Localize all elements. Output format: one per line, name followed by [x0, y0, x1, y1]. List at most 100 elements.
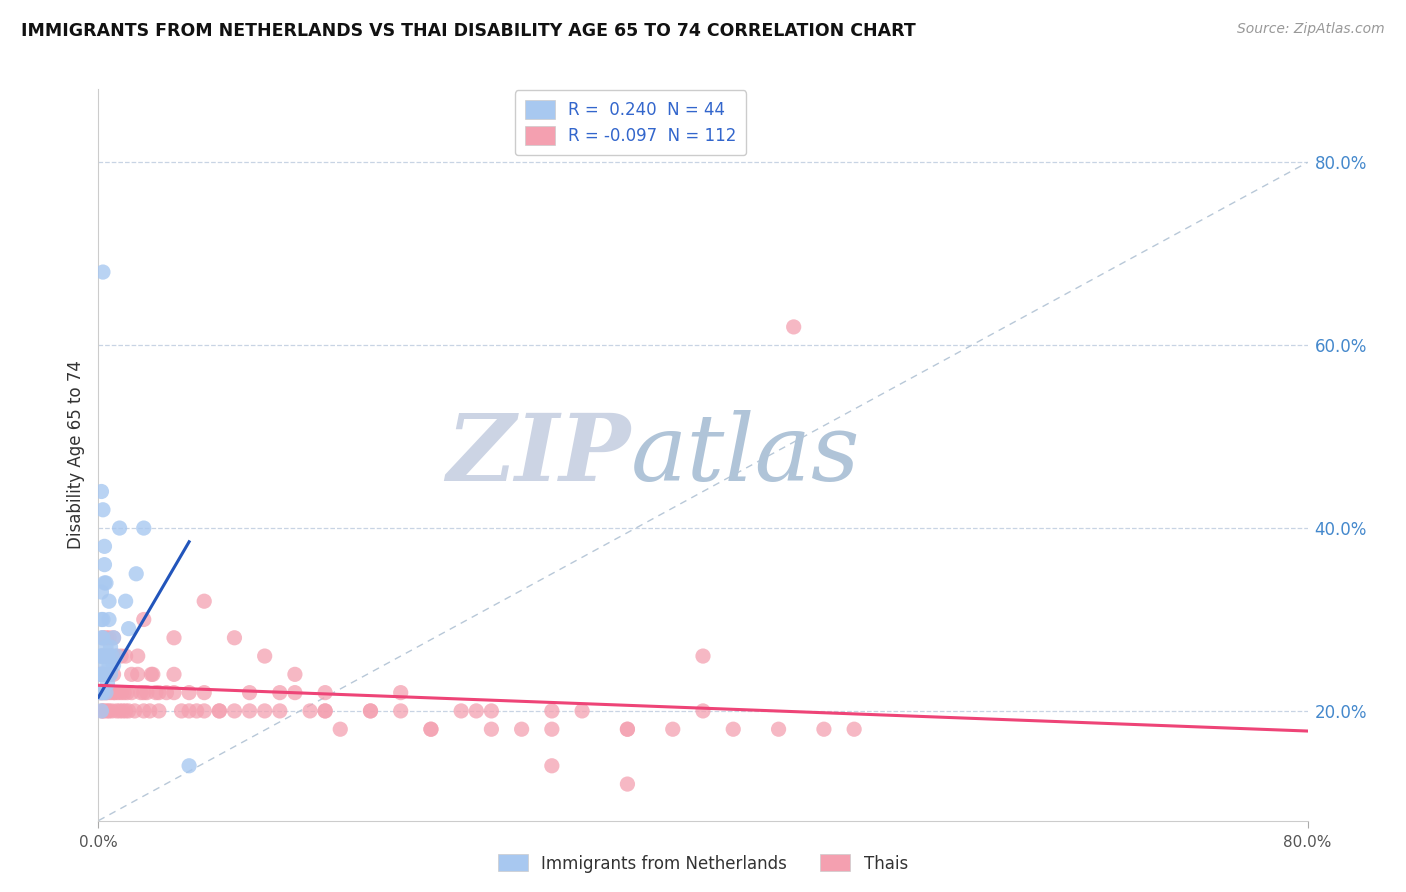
Point [114, 649, 136, 664]
Point [420, 723, 443, 737]
Point [94, 640, 117, 654]
Point [100, 640, 122, 654]
Point [208, 704, 231, 718]
Point [115, 686, 138, 700]
Point [103, 658, 125, 673]
Point [239, 704, 262, 718]
Point [91, 631, 114, 645]
Point [101, 649, 124, 664]
Point [96, 649, 118, 664]
Point [103, 631, 125, 645]
Point [125, 566, 148, 581]
Point [163, 686, 186, 700]
Point [89, 686, 111, 700]
Point [101, 704, 124, 718]
Point [91, 265, 114, 279]
Point [616, 723, 638, 737]
Point [661, 723, 683, 737]
Legend: Immigrants from Netherlands, Thais: Immigrants from Netherlands, Thais [491, 847, 915, 880]
Point [98, 658, 121, 673]
Point [94, 576, 117, 591]
Point [269, 704, 291, 718]
Point [89, 667, 111, 681]
Point [692, 704, 714, 718]
Point [89, 667, 111, 681]
Point [96, 649, 118, 664]
Y-axis label: Disability Age 65 to 74: Disability Age 65 to 74 [66, 360, 84, 549]
Point [692, 649, 714, 664]
Point [360, 704, 382, 718]
Point [139, 704, 162, 718]
Point [163, 667, 186, 681]
Point [91, 667, 114, 681]
Point [193, 704, 215, 718]
Point [145, 686, 167, 700]
Point [465, 704, 488, 718]
Point [269, 686, 291, 700]
Point [481, 723, 503, 737]
Point [314, 704, 336, 718]
Point [93, 558, 115, 572]
Point [96, 704, 118, 718]
Point [768, 723, 790, 737]
Point [571, 704, 593, 718]
Point [93, 649, 115, 664]
Point [98, 667, 121, 681]
Point [110, 686, 132, 700]
Point [114, 704, 136, 718]
Point [510, 723, 533, 737]
Point [93, 704, 115, 718]
Point [90, 704, 112, 718]
Point [103, 667, 125, 681]
Point [155, 686, 177, 700]
Point [91, 686, 114, 700]
Point [103, 686, 125, 700]
Point [105, 649, 128, 664]
Text: atlas: atlas [630, 410, 860, 500]
Point [132, 613, 155, 627]
Point [108, 704, 131, 718]
Point [813, 723, 835, 737]
Text: ZIP: ZIP [446, 410, 630, 500]
Point [91, 686, 114, 700]
Legend: R =  0.240  N = 44, R = -0.097  N = 112: R = 0.240 N = 44, R = -0.097 N = 112 [515, 90, 747, 155]
Point [314, 704, 336, 718]
Point [314, 686, 336, 700]
Point [170, 704, 193, 718]
Point [90, 484, 112, 499]
Point [179, 686, 201, 700]
Point [100, 667, 122, 681]
Point [91, 503, 114, 517]
Point [93, 649, 115, 664]
Point [96, 676, 118, 690]
Text: Source: ZipAtlas.com: Source: ZipAtlas.com [1237, 22, 1385, 37]
Point [90, 631, 112, 645]
Point [90, 667, 112, 681]
Point [105, 704, 128, 718]
Point [224, 631, 246, 645]
Point [186, 704, 208, 718]
Point [118, 622, 141, 636]
Point [90, 667, 112, 681]
Point [91, 631, 114, 645]
Point [141, 667, 163, 681]
Point [105, 649, 128, 664]
Point [224, 704, 246, 718]
Point [91, 704, 114, 718]
Point [163, 631, 186, 645]
Point [179, 758, 201, 772]
Point [132, 704, 155, 718]
Point [96, 686, 118, 700]
Point [91, 649, 114, 664]
Point [101, 649, 124, 664]
Point [93, 576, 115, 591]
Point [89, 649, 111, 664]
Point [616, 777, 638, 791]
Point [111, 704, 134, 718]
Point [90, 686, 112, 700]
Point [239, 686, 262, 700]
Point [389, 704, 412, 718]
Point [329, 723, 352, 737]
Point [110, 649, 132, 664]
Point [616, 723, 638, 737]
